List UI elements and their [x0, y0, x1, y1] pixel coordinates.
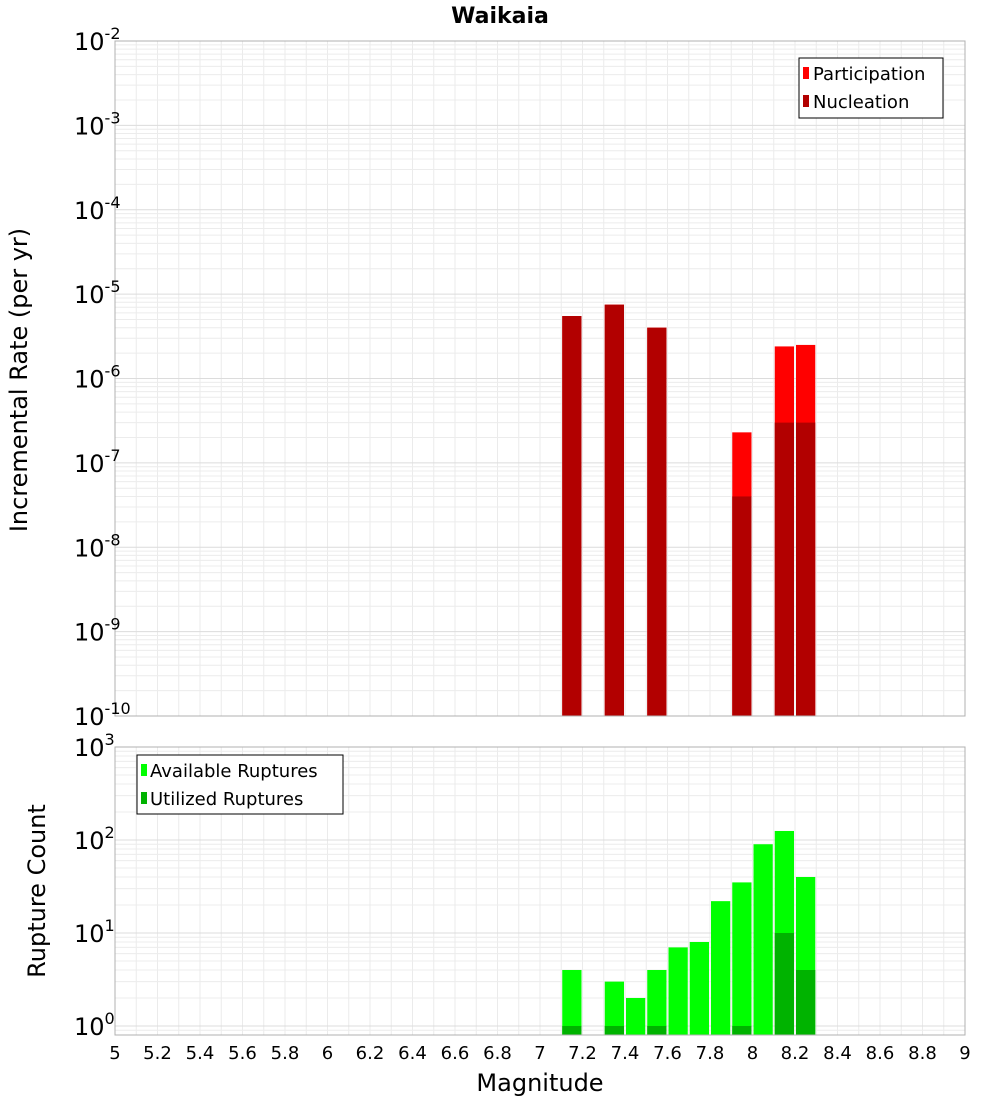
x-tick-label: 7.8	[696, 1043, 725, 1064]
bar-available-ruptures	[732, 882, 752, 1035]
y-tick-label: 10-6	[74, 362, 121, 394]
x-tick-label: 5	[109, 1043, 120, 1064]
bottom-bars	[562, 830, 816, 1035]
bar-utilized-ruptures	[732, 1025, 752, 1035]
bar-nucleation	[562, 316, 582, 716]
top-legend-box	[798, 57, 944, 119]
bar-available-ruptures	[753, 844, 773, 1035]
bar-available-ruptures	[562, 969, 582, 1035]
legend-label-utilized-ruptures: Utilized Ruptures	[150, 789, 303, 810]
legend-label-participation: Participation	[813, 64, 925, 85]
top-gridlines	[114, 40, 966, 717]
x-tick-label: 5.8	[271, 1043, 300, 1064]
legend-swatch-utilized-ruptures	[141, 792, 147, 804]
bottom-y-axis-label: Rupture Count	[23, 804, 51, 978]
bar-utilized-ruptures	[604, 1025, 624, 1035]
x-tick-label: 6.6	[441, 1043, 470, 1064]
legend-label-nucleation: Nucleation	[813, 92, 909, 113]
y-tick-label: 101	[74, 916, 115, 948]
top-plot-panel: 10-10 10-9 10-8 10-7 10-6 10-5 10-4 10-3 10-2 In…	[5, 24, 966, 731]
top-bars	[562, 304, 816, 716]
x-tick-label: 9	[959, 1043, 970, 1064]
legend-label-available-ruptures: Available Ruptures	[150, 761, 318, 782]
x-tick-label: 8.2	[781, 1043, 810, 1064]
x-tick-label: 8.6	[866, 1043, 895, 1064]
top-plot-border	[114, 40, 966, 717]
legend-swatch-available-ruptures	[141, 764, 147, 776]
y-tick-label: 10-4	[74, 193, 121, 225]
x-tick-label: 8	[747, 1043, 758, 1064]
x-tick-label: 8.8	[908, 1043, 937, 1064]
bar-nucleation	[732, 496, 752, 716]
top-y-ticks: 10-10 10-9 10-8 10-7 10-6 10-5 10-4 10-3 10-2	[74, 24, 131, 731]
x-axis-label: Magnitude	[476, 1069, 603, 1097]
x-tick-label: 7	[534, 1043, 545, 1064]
y-tick-label: 10-9	[74, 615, 121, 647]
x-tick-label: 7.6	[653, 1043, 682, 1064]
bar-utilized-ruptures	[796, 969, 816, 1035]
x-tick-label: 5.4	[186, 1043, 215, 1064]
bottom-y-ticks: 100 101 102 103	[74, 730, 115, 1041]
y-tick-label: 102	[74, 823, 115, 855]
x-tick-label: 6	[322, 1043, 333, 1064]
bottom-plot-border	[114, 746, 966, 1036]
bottom-legend-box	[136, 754, 344, 815]
y-tick-label: 103	[74, 730, 115, 762]
y-tick-label: 10-5	[74, 277, 121, 309]
x-ticks: 5 5.2 5.4 5.6 5.8 6 6.2 6.4 6.6 6.8 7 7.2 7.4 7.6 7.8 8…	[109, 1043, 970, 1064]
legend-swatch-participation	[803, 67, 809, 79]
y-tick-label: 10-3	[74, 108, 121, 140]
bar-available-ruptures	[668, 947, 688, 1035]
bar-utilized-ruptures	[774, 932, 794, 1035]
bottom-legend: Available Ruptures Utilized Ruptures	[136, 754, 344, 815]
x-tick-label: 7.4	[611, 1043, 640, 1064]
bar-utilized-ruptures	[562, 1025, 582, 1035]
bar-available-ruptures	[647, 969, 667, 1035]
x-tick-label: 8.4	[823, 1043, 852, 1064]
y-tick-label: 100	[74, 1009, 115, 1041]
y-tick-label: 10-7	[74, 446, 121, 478]
legend-swatch-nucleation	[803, 95, 809, 107]
top-y-axis-label: Incremental Rate (per yr)	[5, 228, 33, 532]
x-tick-label: 6.4	[398, 1043, 427, 1064]
bar-available-ruptures	[626, 997, 646, 1035]
bar-utilized-ruptures	[647, 1025, 667, 1035]
top-legend: Participation Nucleation	[798, 57, 944, 119]
chart-title: Waikaia	[451, 4, 549, 29]
bar-available-ruptures	[689, 942, 709, 1035]
x-tick-label: 6.8	[483, 1043, 512, 1064]
x-tick-label: 6.2	[356, 1043, 385, 1064]
y-tick-label: 10-2	[74, 24, 121, 56]
x-tick-label: 5.2	[143, 1043, 172, 1064]
bar-nucleation	[604, 304, 624, 716]
x-tick-label: 5.6	[228, 1043, 257, 1064]
bar-available-ruptures	[604, 981, 624, 1035]
y-tick-label: 10-10	[74, 699, 131, 731]
x-tick-label: 7.2	[568, 1043, 597, 1064]
bar-available-ruptures	[711, 901, 731, 1035]
bar-nucleation	[774, 422, 794, 716]
bar-nucleation	[647, 327, 667, 716]
y-tick-label: 10-8	[74, 530, 121, 562]
bottom-plot-panel: 100 101 102 103 5 5.2 5.4 5.6 5.8 6 6.2 6.4 6.6 6.8 7…	[23, 730, 971, 1097]
bar-nucleation	[796, 422, 816, 716]
